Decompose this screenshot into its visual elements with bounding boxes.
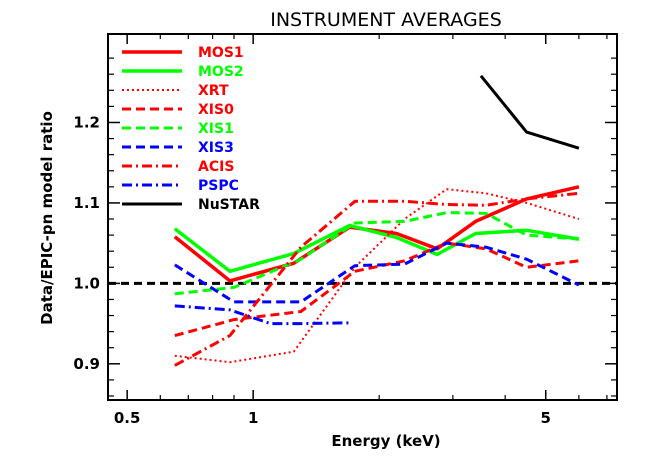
series-line-mos1	[173, 185, 580, 283]
series-line-xis0	[174, 241, 580, 338]
x-tick-label: 5	[541, 409, 551, 427]
plot-frame	[107, 33, 618, 401]
x-axis-label: Energy (keV)	[331, 432, 440, 450]
y-tick-label: 0.9	[73, 355, 100, 373]
legend-label-xis3: XIS3	[198, 140, 234, 156]
legend-label-mos2: MOS2	[198, 64, 244, 80]
series-line-xrt	[174, 188, 580, 364]
legend-label-nustar: NuSTAR	[198, 197, 260, 213]
legend-label-xis0: XIS0	[198, 102, 234, 118]
y-tick-label: 1.1	[73, 194, 100, 212]
legend-label-acis: ACIS	[198, 159, 234, 175]
x-tick-label: 1	[248, 409, 258, 427]
y-tick-label: 1.0	[73, 274, 100, 292]
legend-label-xis1: XIS1	[198, 121, 234, 137]
chart-title: INSTRUMENT AVERAGES	[270, 9, 502, 31]
legend-label-pspc: PSPC	[198, 178, 239, 194]
axis-ticks: 0.5 1 5 0.9 1.0 1.1 1.2	[73, 34, 617, 427]
x-tick-label: 0.5	[114, 409, 141, 427]
series-line-xis3	[174, 241, 580, 304]
y-tick-label: 1.2	[73, 113, 100, 131]
series-line-acis	[174, 191, 580, 367]
legend-label-mos1: MOS1	[198, 45, 244, 61]
plot-content	[108, 74, 617, 367]
series-line-pspc	[174, 304, 350, 326]
y-axis-label: Data/EPIC-pn model ratio	[38, 111, 56, 325]
series-line-nustar	[479, 74, 580, 150]
series-line-mos2	[173, 223, 580, 274]
series-line-xis1	[174, 211, 580, 296]
legend-label-xrt: XRT	[198, 83, 229, 99]
legend: MOS1 MOS2 XRT XIS0 XIS1 XIS3 ACIS PSPC NuSTAR	[122, 45, 260, 213]
